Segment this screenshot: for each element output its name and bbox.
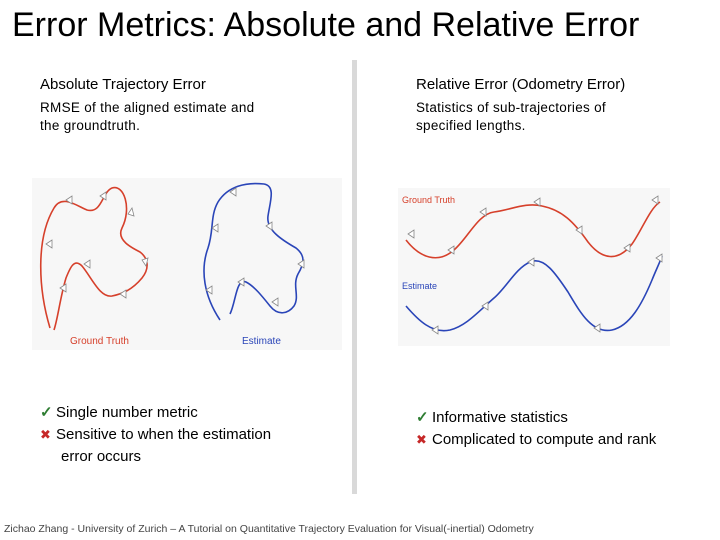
- rel-ground-truth-label: Ground Truth: [402, 195, 455, 205]
- relative-pro-text: Informative statistics: [432, 409, 568, 426]
- absolute-desc-line2: the groundtruth.: [40, 118, 141, 133]
- column-divider: [352, 60, 357, 494]
- absolute-error-column: Absolute Trajectory Error RMSE of the al…: [40, 76, 340, 135]
- absolute-pros-cons: ✓ Single number metric ✖ Sensitive to when…: [40, 402, 271, 468]
- slide-footer: Zichao Zhang - University of Zurich – A …: [4, 523, 534, 535]
- relative-con-text: Complicated to compute and rank: [432, 431, 657, 448]
- rel-estimate-trajectory: [405, 255, 663, 332]
- check-icon: ✓: [416, 409, 429, 426]
- absolute-pro-item: ✓ Single number metric: [40, 402, 271, 424]
- rel-estimate-label: Estimate: [402, 281, 437, 291]
- relative-con-item: ✖ Complicated to compute and rank: [416, 429, 656, 451]
- absolute-desc-line1: RMSE of the aligned estimate and: [40, 100, 255, 115]
- relative-error-heading: Relative Error (Odometry Error): [416, 76, 626, 93]
- relative-pros-cons: ✓ Informative statistics ✖ Complicated to …: [416, 407, 656, 451]
- relative-error-column: Relative Error (Odometry Error) Statisti…: [416, 76, 716, 135]
- absolute-error-figure: Ground Truth Estimate: [32, 178, 342, 350]
- abs-estimate-label: Estimate: [242, 336, 281, 347]
- relative-error-figure: Ground Truth Estimate: [398, 188, 670, 346]
- figure-background: [398, 188, 670, 346]
- absolute-con-item: ✖ Sensitive to when the estimation: [40, 424, 271, 446]
- abs-ground-truth-label: Ground Truth: [70, 336, 129, 347]
- relative-pro-item: ✓ Informative statistics: [416, 407, 656, 429]
- absolute-pro-text: Single number metric: [56, 404, 198, 421]
- slide-title: Error Metrics: Absolute and Relative Err…: [12, 6, 640, 44]
- absolute-con-continuation: error occurs: [61, 448, 142, 465]
- relative-desc-line2: specified lengths.: [416, 118, 526, 133]
- ground-truth-trajectory: [39, 186, 148, 331]
- relative-desc-line1: Statistics of sub-trajectories of: [416, 100, 606, 115]
- estimate-trajectory: [203, 182, 304, 321]
- cross-icon: ✖: [40, 427, 51, 442]
- absolute-error-heading: Absolute Trajectory Error: [40, 76, 206, 93]
- absolute-con-text: Sensitive to when the estimation: [56, 426, 272, 443]
- check-icon: ✓: [40, 404, 53, 421]
- relative-error-description: Statistics of sub-trajectories of specif…: [416, 99, 716, 135]
- cross-icon: ✖: [416, 432, 427, 447]
- absolute-error-description: RMSE of the aligned estimate and the gro…: [40, 99, 340, 135]
